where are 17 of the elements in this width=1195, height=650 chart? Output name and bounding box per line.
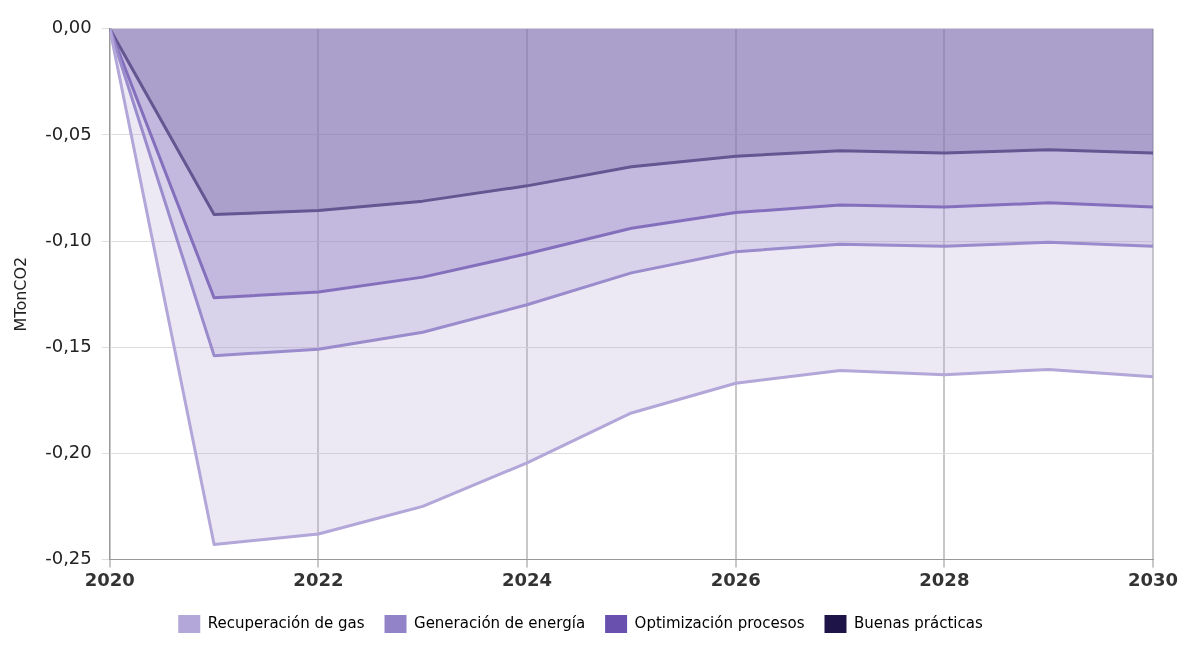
x-tick-label: 2022 xyxy=(293,568,344,590)
y-tick-label: -0,25 xyxy=(45,547,92,569)
y-tick-label: -0,15 xyxy=(45,334,92,356)
y-axis-title: MTonCO2 xyxy=(10,256,30,332)
legend-label: Generación de energía xyxy=(414,613,586,632)
legend-label: Optimización procesos xyxy=(634,613,805,632)
x-tick-label: 2020 xyxy=(84,568,135,590)
x-tick-label: 2028 xyxy=(919,568,970,590)
legend-label: Recuperación de gas xyxy=(207,613,365,632)
y-tick-label: -0,20 xyxy=(45,440,92,462)
legend-label: Buenas prácticas xyxy=(854,613,983,632)
x-tick-label: 2030 xyxy=(1127,568,1179,590)
y-tick-label: -0,10 xyxy=(45,228,92,250)
x-tick-label: 2024 xyxy=(502,568,553,590)
y-tick-label: -0,05 xyxy=(45,122,92,144)
x-tick-label: 2026 xyxy=(710,568,761,590)
y-tick-label: 0,00 xyxy=(51,16,92,38)
